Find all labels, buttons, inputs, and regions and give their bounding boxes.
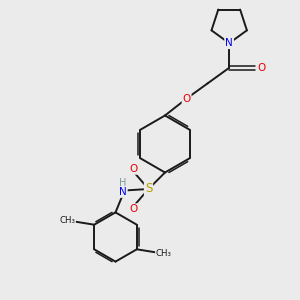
Text: N: N xyxy=(225,38,233,48)
Text: CH₃: CH₃ xyxy=(59,216,75,225)
Text: N: N xyxy=(225,38,233,48)
Text: O: O xyxy=(257,63,266,73)
Text: H: H xyxy=(119,178,127,188)
Text: O: O xyxy=(129,204,138,214)
Text: O: O xyxy=(182,94,191,104)
Text: O: O xyxy=(129,164,138,174)
Text: CH₃: CH₃ xyxy=(156,249,172,258)
Text: S: S xyxy=(145,182,152,196)
Text: N: N xyxy=(119,187,127,197)
